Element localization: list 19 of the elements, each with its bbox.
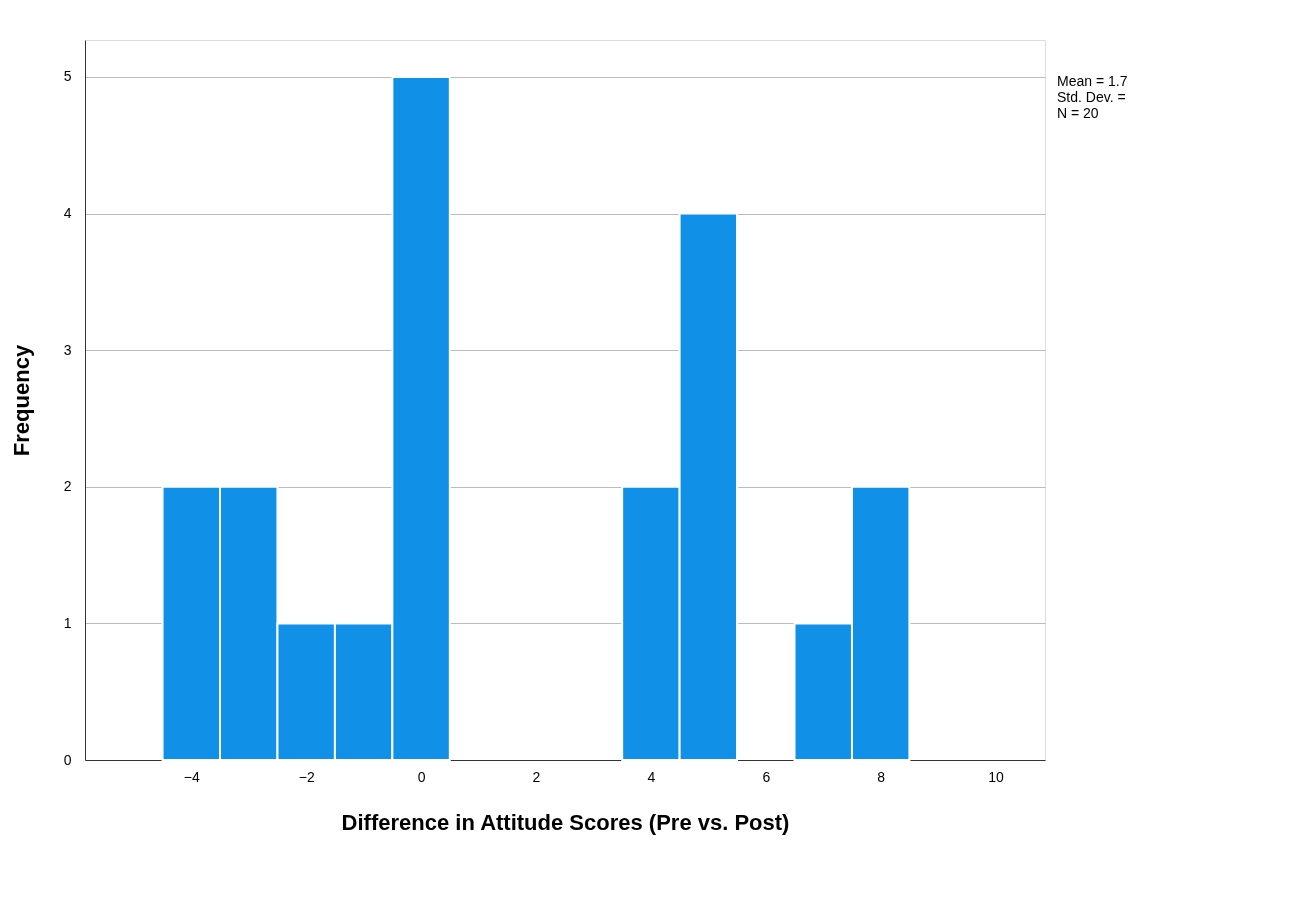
y-tick-label: 2 (63, 478, 72, 495)
x-tick-label: 6 (762, 768, 771, 785)
text: Mean = 1.7 (1057, 73, 1128, 89)
x-tick-label: 2 (532, 768, 541, 785)
y-tick-label: 1 (63, 614, 72, 631)
y-tick-label: 4 (63, 205, 72, 222)
x-axis-title: Difference in Attitude Scores (Pre vs. Post) (341, 809, 790, 835)
text: N = 20 (1057, 105, 1099, 121)
y-tick-label: 5 (63, 68, 72, 85)
x-tick-label: 10 (988, 768, 1005, 785)
x-tick-label: −2 (298, 768, 315, 785)
text: Std. Dev. = (1057, 89, 1126, 105)
y-axis-title: Frequency (8, 344, 34, 457)
y-tick-label: 3 (63, 341, 72, 358)
x-tick-label: −4 (183, 768, 200, 785)
x-tick-label: 0 (417, 768, 426, 785)
y-tick-label: 0 (63, 751, 72, 768)
x-tick-label: 8 (877, 768, 886, 785)
x-tick-label: 4 (647, 768, 656, 785)
